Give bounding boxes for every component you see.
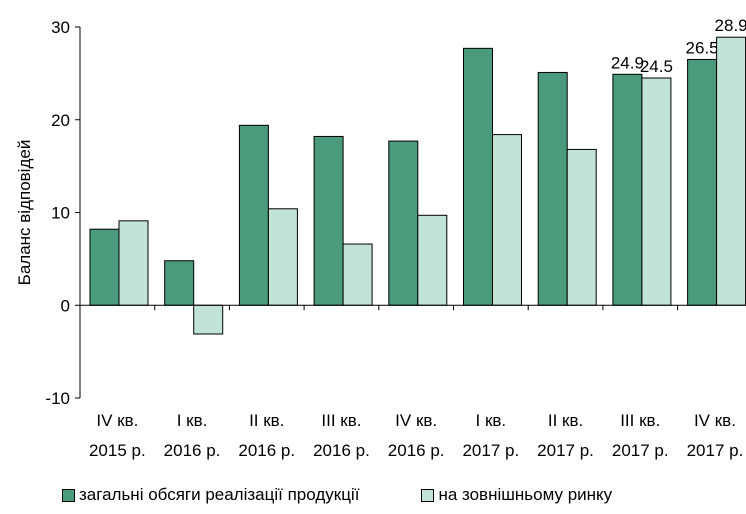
legend: загальні обсяги реалізації продукції на … [62, 485, 612, 505]
y-tick-label: 0 [61, 296, 70, 315]
legend-label-series-2: на зовнішньому ринку [438, 485, 613, 504]
bar-series-1-9 [687, 58, 718, 306]
y-tick-label: 10 [51, 204, 70, 223]
bar-series-1-6 [463, 47, 493, 306]
x-category-label-line2: 2016 р. [164, 441, 221, 460]
bar-series-2-6 [492, 134, 522, 306]
x-category-label-line1: I кв. [177, 411, 208, 430]
data-label-series-1-8: 24.9 [611, 53, 644, 72]
x-category-label-line2: 2017 р. [462, 441, 519, 460]
x-category-label-line1: IV кв. [96, 411, 138, 430]
bar-series-1-4 [313, 135, 344, 306]
bar-series-1-1 [89, 228, 120, 306]
bar-series-2-3 [267, 208, 298, 306]
data-label-series-1-9: 26.5 [686, 38, 719, 57]
bar-series-2-2 [193, 304, 224, 335]
data-label-series-2-8: 24.5 [640, 57, 673, 76]
bar-series-1-3 [238, 124, 269, 306]
bar-series-1-7 [537, 71, 568, 306]
x-category-label-line1: II кв. [249, 411, 284, 430]
bar-series-2-1 [118, 220, 149, 306]
x-category-label-line2: 2016 р. [388, 441, 445, 460]
bar-series-2-8 [641, 77, 672, 306]
bar-series-1-8 [612, 73, 643, 306]
y-axis-title: Баланс відповідей [15, 140, 34, 286]
legend-swatch-series-1 [62, 488, 75, 502]
x-category-label-line2: 2016 р. [238, 441, 295, 460]
bar-series-2-5 [417, 214, 448, 306]
bar-series-2-7 [566, 148, 597, 306]
bar-series-2-4 [342, 243, 373, 306]
bar-series-2-9 [716, 36, 746, 306]
y-tick-label: 30 [51, 18, 70, 37]
x-category-label-line2: 2017 р. [612, 441, 669, 460]
x-category-label-line2: 2015 р. [89, 441, 146, 460]
x-category-label-line2: 2017 р. [687, 441, 744, 460]
y-tick-label: 20 [51, 111, 70, 130]
x-category-label-line1: III кв. [321, 411, 361, 430]
legend-item-series-1: загальні обсяги реалізації продукції [62, 485, 359, 505]
x-category-label-line1: II кв. [548, 411, 583, 430]
x-category-label-line2: 2016 р. [313, 441, 370, 460]
x-category-label-line1: IV кв. [694, 411, 736, 430]
x-category-label-line1: III кв. [620, 411, 660, 430]
x-category-label-line2: 2017 р. [537, 441, 594, 460]
legend-swatch-series-2 [421, 488, 435, 502]
x-category-label-line1: I кв. [476, 411, 507, 430]
legend-label-series-1: загальні обсяги реалізації продукції [79, 485, 360, 504]
x-category-label-line1: IV кв. [395, 411, 437, 430]
legend-item-series-2: на зовнішньому ринку [421, 485, 612, 505]
data-label-series-2-9: 28.9 [715, 16, 746, 35]
bar-series-1-5 [388, 140, 419, 306]
y-tick-label: -10 [45, 389, 70, 408]
bar-series-1-2 [164, 260, 195, 306]
